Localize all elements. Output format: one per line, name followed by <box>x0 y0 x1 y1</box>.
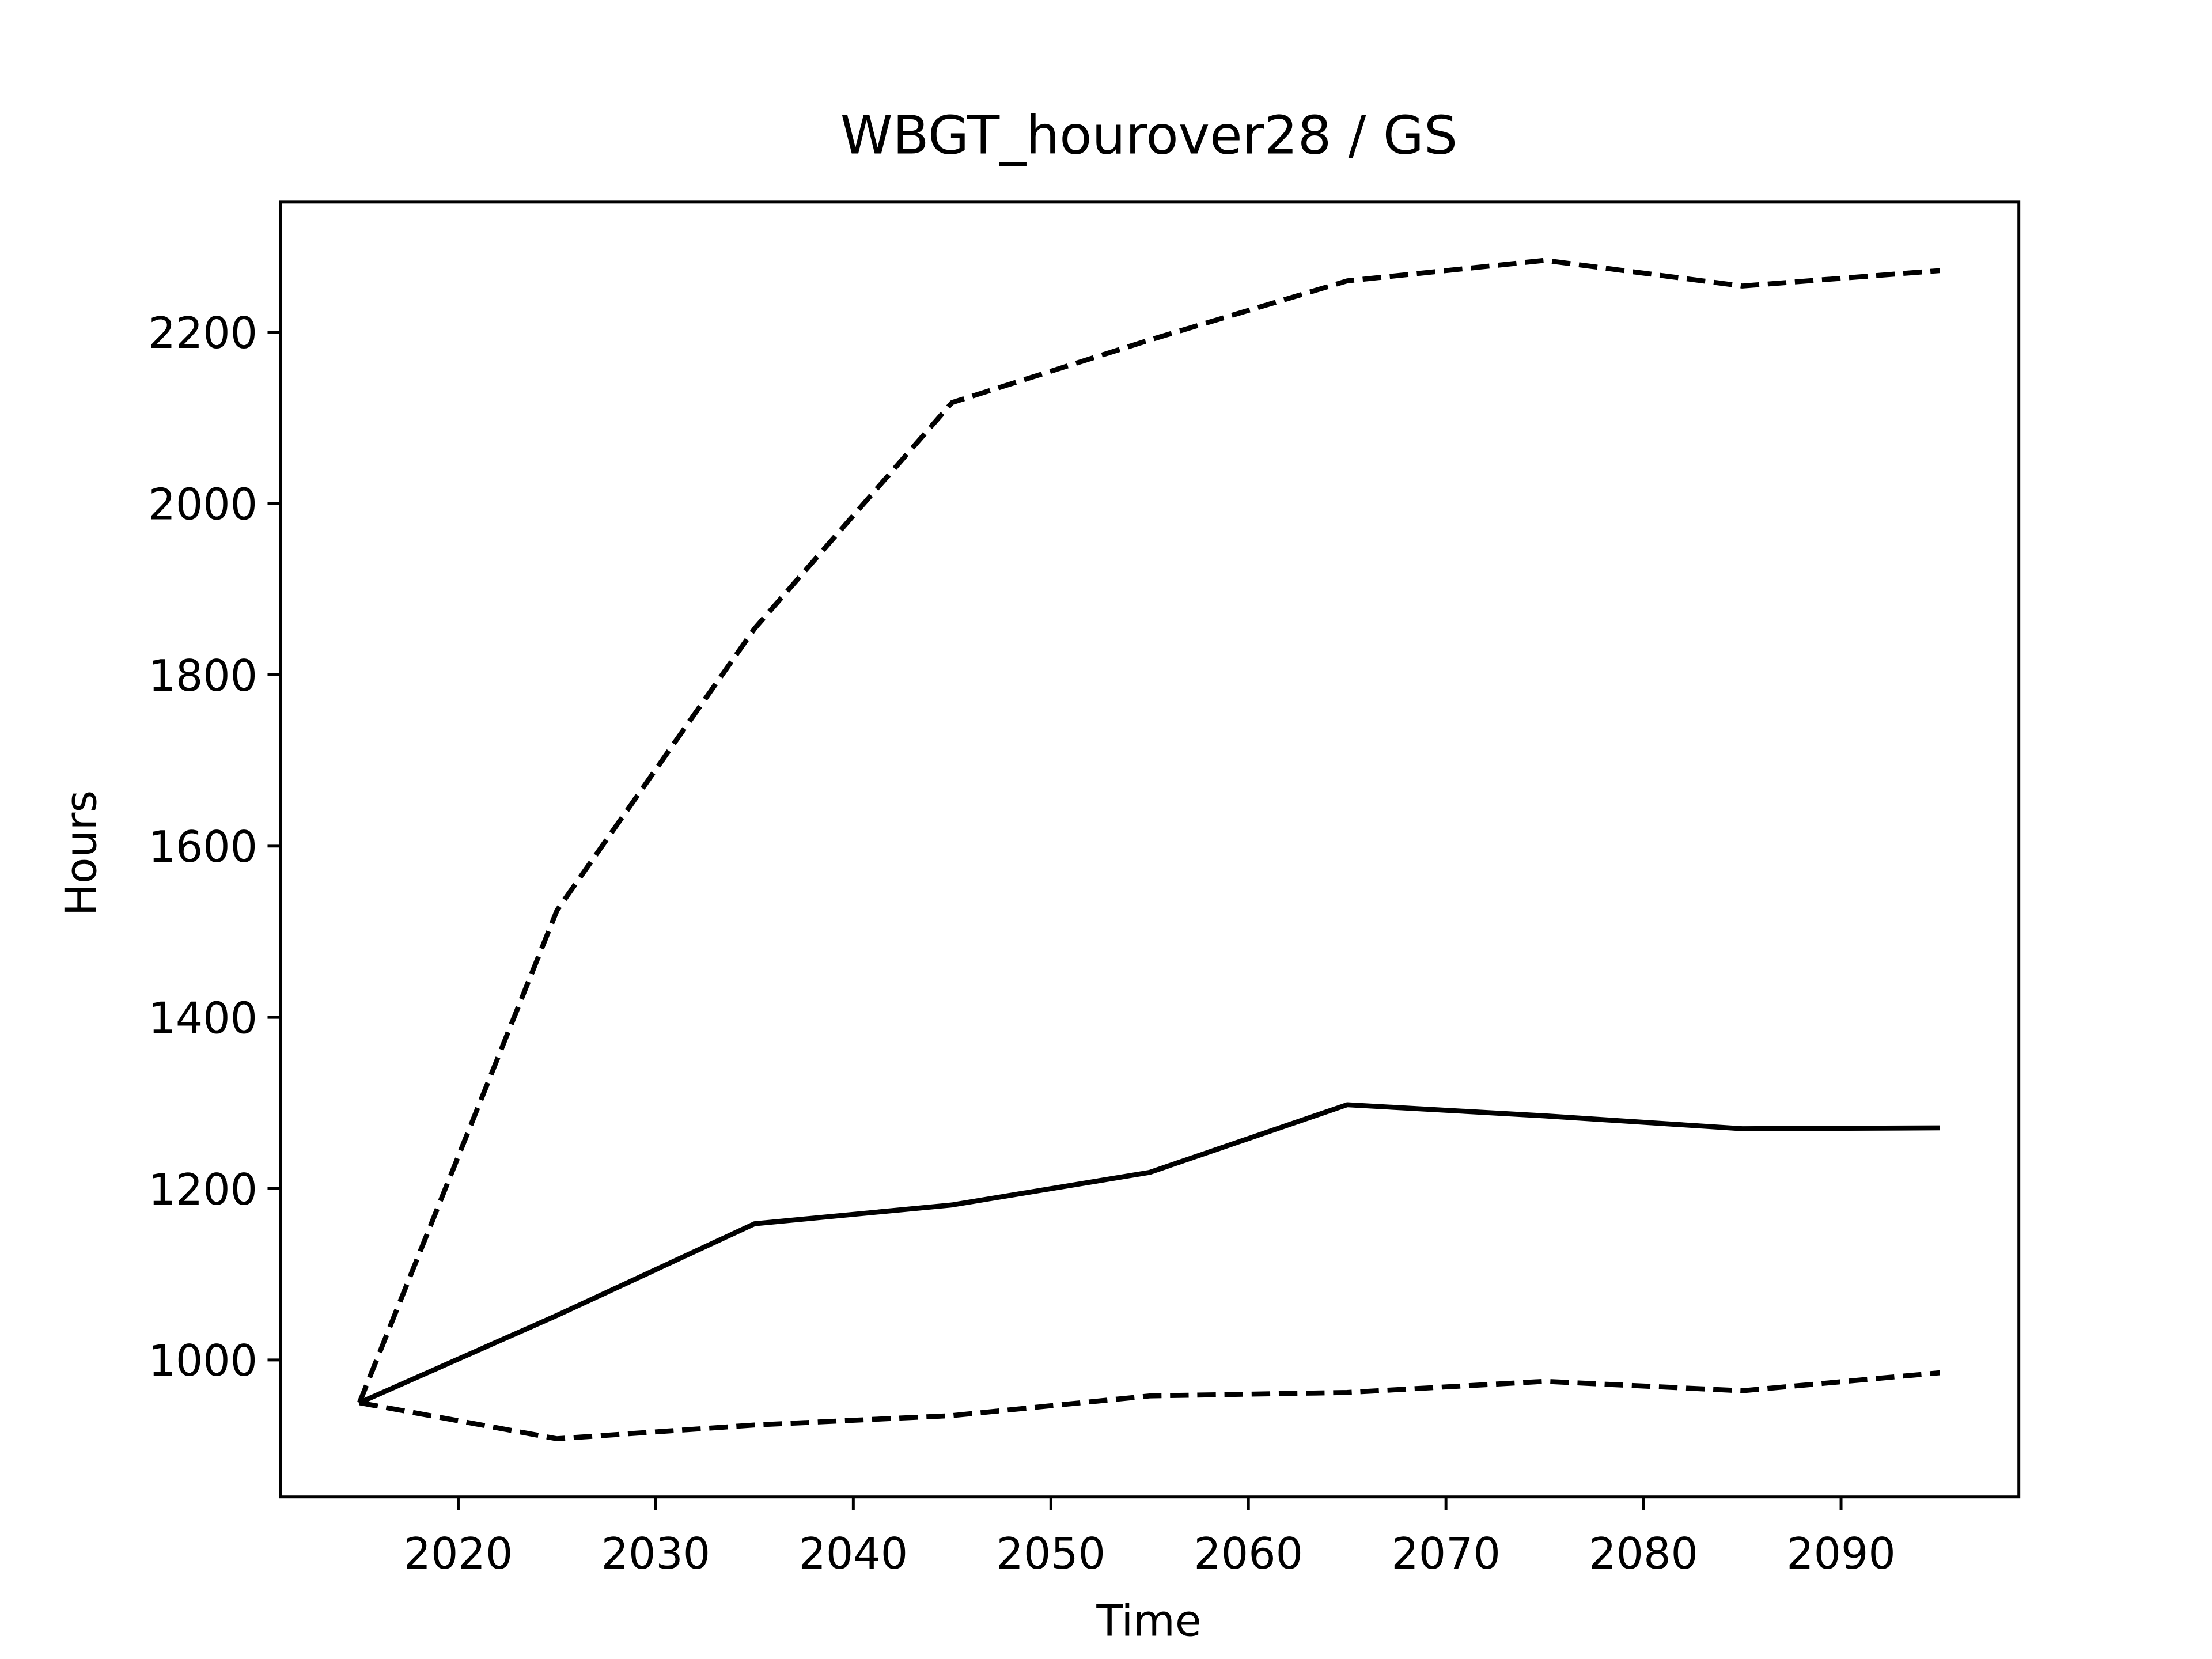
series-line <box>357 257 1940 1404</box>
plot-area <box>357 257 1940 1441</box>
y-tick-label: 1000 <box>148 1336 257 1386</box>
x-tick-label: 2090 <box>1786 1529 1896 1579</box>
x-tick-label: 2060 <box>1194 1529 1303 1579</box>
y-tick-label: 2200 <box>148 308 257 358</box>
y-tick-label: 2000 <box>148 479 257 529</box>
series-line <box>358 1102 1940 1406</box>
y-tick-label: 1800 <box>148 651 257 701</box>
y-tick-label: 1400 <box>148 993 257 1043</box>
x-tick-label: 2080 <box>1589 1529 1698 1579</box>
axes-frame <box>279 200 2021 1499</box>
series-line <box>359 1370 1940 1441</box>
x-tick-label: 2030 <box>601 1529 711 1579</box>
chart-title: WBGT_hourover28 / GS <box>840 104 1458 166</box>
x-tick-label: 2050 <box>996 1529 1105 1579</box>
x-tick-label: 2040 <box>799 1529 908 1579</box>
x-tick-label: 2020 <box>404 1529 513 1579</box>
x-tick-label: 2070 <box>1391 1529 1501 1579</box>
y-tick-label: 1600 <box>148 822 257 872</box>
y-axis-label: Hours <box>56 790 106 916</box>
y-tick-label: 1200 <box>148 1165 257 1215</box>
x-axis-label: Time <box>1096 1596 1201 1646</box>
